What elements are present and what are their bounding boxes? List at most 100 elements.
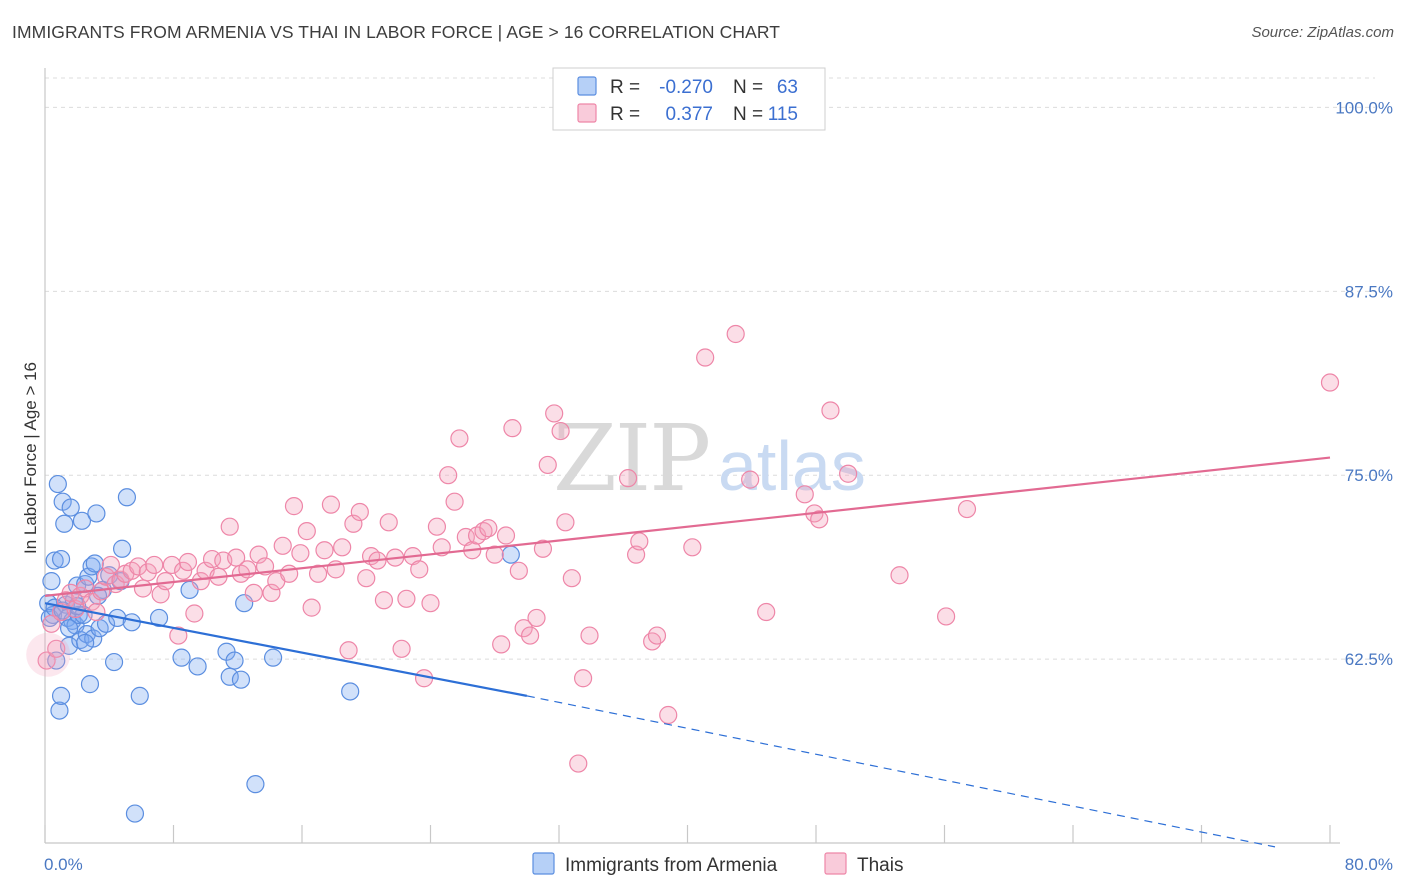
armenia-point-35 xyxy=(104,652,124,672)
series-armenia-points xyxy=(39,474,520,823)
thai-point-105 xyxy=(741,470,760,489)
armenia-point-5 xyxy=(48,474,67,494)
thai-point-69 xyxy=(427,517,447,536)
thai-point-48 xyxy=(302,598,321,617)
thai-point-66 xyxy=(410,560,429,579)
thai-point-85 xyxy=(520,626,540,645)
thai-point-2 xyxy=(47,639,66,658)
thai-point-46 xyxy=(291,544,310,563)
thai-point-64 xyxy=(397,589,416,608)
thai-point-68 xyxy=(421,594,440,613)
bottom-legend-label-armenia: Immigrants from Armenia xyxy=(565,855,778,876)
thai-point-77 xyxy=(474,522,493,541)
armenia-point-3 xyxy=(45,551,64,570)
thai-point-87 xyxy=(533,539,553,558)
thai-point-100 xyxy=(647,626,667,645)
thai-point-96 xyxy=(618,469,638,488)
thai-point-94 xyxy=(573,669,593,688)
thai-point-86 xyxy=(527,608,546,628)
thai-point-90 xyxy=(551,421,570,441)
armenia-point-27 xyxy=(82,557,101,576)
thai-point-26 xyxy=(174,561,193,580)
thai-point-88 xyxy=(538,455,557,475)
thai-point-50 xyxy=(315,541,334,560)
armenia-point-42 xyxy=(130,686,149,705)
thai-point-53 xyxy=(333,538,352,557)
thai-point-47 xyxy=(297,522,316,541)
legend-r-label-thai: R = xyxy=(610,104,640,125)
thai-point-57 xyxy=(357,569,376,588)
thai-point-114 xyxy=(957,499,977,519)
x-tick-label-1: 80.0% xyxy=(1345,855,1393,874)
y-tick-label-0: 100.0% xyxy=(1335,98,1393,117)
thai-point-61 xyxy=(379,513,398,532)
thai-point-101 xyxy=(659,705,678,725)
armenia-point-14 xyxy=(61,498,80,517)
armenia-point-30 xyxy=(87,504,106,523)
armenia-point-7 xyxy=(51,686,71,705)
thai-point-73 xyxy=(450,429,469,448)
legend-n-label-thai: N = xyxy=(733,104,763,125)
thai-point-cluster xyxy=(26,632,71,677)
legend-swatch-armenia xyxy=(577,76,597,96)
thai-point-95 xyxy=(580,626,599,645)
y-tick-labels: 100.0% 87.5% 75.0% 62.5% xyxy=(1335,98,1393,669)
thai-point-1 xyxy=(42,614,61,633)
thai-point-60 xyxy=(374,591,394,610)
thai-point-84 xyxy=(514,619,533,638)
thai-point-0 xyxy=(37,651,56,670)
thai-point-43 xyxy=(273,536,292,555)
thai-point-102 xyxy=(683,538,702,557)
armenia-point-6 xyxy=(50,701,69,720)
thai-point-18 xyxy=(129,557,148,576)
bottom-legend-swatch-thai xyxy=(824,852,847,875)
trend-line-armenia xyxy=(44,602,528,697)
watermark-zip: ZIP xyxy=(553,405,709,512)
bottom-legend-label-thai: Thais xyxy=(857,855,903,876)
bottom-legend-swatch-armenia xyxy=(532,852,555,875)
armenia-point-46 xyxy=(188,657,207,676)
legend-box: R = -0.270 N = 63 R = 0.377 N = 115 xyxy=(552,67,826,131)
armenia-point-61 xyxy=(76,633,95,653)
legend-r-value-armenia: -0.270 xyxy=(659,77,713,98)
thai-point-27 xyxy=(178,552,198,572)
y-tick-label-2: 75.0% xyxy=(1345,466,1393,485)
armenia-point-53 xyxy=(263,648,283,667)
chart-title: IMMIGRANTS FROM ARMENIA VS THAI IN LABOR… xyxy=(12,22,781,42)
x-tick-labels: 0.0% 80.0% xyxy=(44,855,1393,874)
armenia-point-29 xyxy=(85,554,104,573)
thai-point-51 xyxy=(321,495,341,514)
armenia-point-41 xyxy=(125,804,145,823)
y-tick-label-1: 87.5% xyxy=(1345,282,1393,301)
thai-point-111 xyxy=(839,464,858,483)
legend-r-label-armenia: R = xyxy=(610,77,640,98)
thai-point-39 xyxy=(249,545,268,564)
thai-point-89 xyxy=(545,404,564,423)
thai-point-79 xyxy=(485,545,504,564)
bottom-legend: Immigrants from Armenia Thais xyxy=(532,852,903,876)
thai-point-91 xyxy=(556,513,575,532)
thai-point-81 xyxy=(496,526,516,545)
thai-point-72 xyxy=(445,492,464,511)
thai-point-63 xyxy=(392,639,411,658)
thai-point-41 xyxy=(262,583,281,603)
thai-point-20 xyxy=(138,563,157,582)
trend-lines xyxy=(44,456,1331,848)
armenia-point-21 xyxy=(72,511,92,530)
source-label: Source: ZipAtlas.com xyxy=(1251,24,1394,41)
series-thai-points xyxy=(26,324,1340,773)
thai-point-110 xyxy=(821,401,840,420)
thai-point-98 xyxy=(630,532,649,551)
thai-point-115 xyxy=(1320,373,1340,392)
trend-line-armenia-extension xyxy=(526,695,1276,848)
watermark: ZIP atlas xyxy=(553,405,866,512)
armenia-point-39 xyxy=(117,488,137,507)
armenia-point-50 xyxy=(231,670,251,689)
x-tick-label-0: 0.0% xyxy=(44,855,83,874)
armenia-point-8 xyxy=(51,549,71,569)
thai-point-28 xyxy=(185,604,204,623)
thai-point-70 xyxy=(432,538,451,557)
thai-point-12 xyxy=(96,567,116,586)
armenia-point-44 xyxy=(172,648,191,667)
